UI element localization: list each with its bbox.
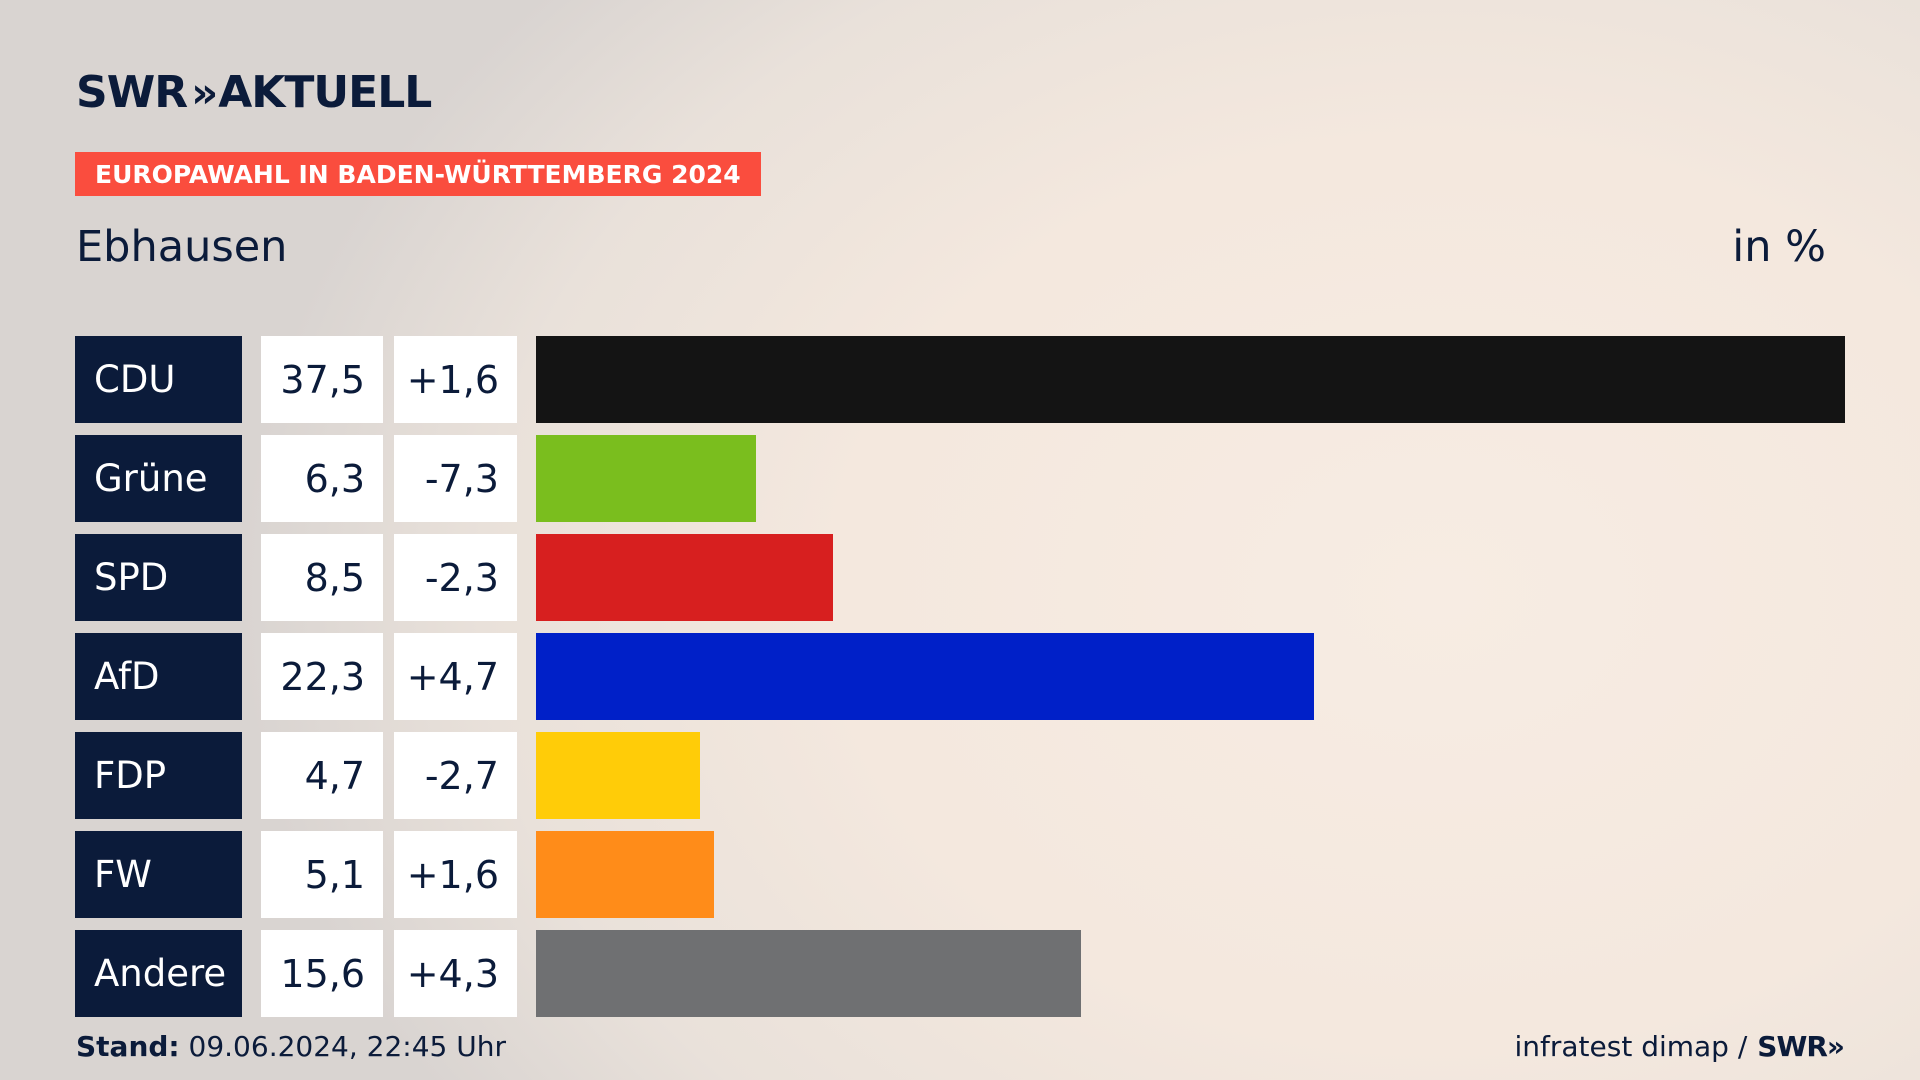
diff-label: -2,3 <box>394 534 517 621</box>
party-label: CDU <box>75 336 242 423</box>
stand-label: Stand: <box>76 1030 180 1063</box>
logo-aktuell: AKTUELL <box>218 66 432 118</box>
value-label: 6,3 <box>261 435 383 522</box>
bar-spd <box>536 534 833 621</box>
value-label: 4,7 <box>261 732 383 819</box>
value-label: 37,5 <box>261 336 383 423</box>
region-title: Ebhausen <box>76 222 288 272</box>
party-label: Andere <box>75 930 242 1017</box>
bar-grüne <box>536 435 756 522</box>
party-label: FW <box>75 831 242 918</box>
election-badge: EUROPAWAHL IN BADEN-WÜRTTEMBERG 2024 <box>75 152 761 196</box>
logo-swr: SWR <box>76 66 188 118</box>
source-text: infratest dimap / <box>1514 1030 1748 1063</box>
bar-andere <box>536 930 1081 1017</box>
value-label: 8,5 <box>261 534 383 621</box>
diff-label: -2,7 <box>394 732 517 819</box>
party-label: FDP <box>75 732 242 819</box>
swr-aktuell-logo: SWR » AKTUELL <box>76 66 432 118</box>
logo-chevrons-icon: » <box>191 67 218 117</box>
value-label: 5,1 <box>261 831 383 918</box>
diff-label: +4,3 <box>394 930 517 1017</box>
value-label: 22,3 <box>261 633 383 720</box>
footer-stand: Stand: 09.06.2024, 22:45 Uhr <box>76 1030 506 1063</box>
stand-value: 09.06.2024, 22:45 Uhr <box>188 1030 506 1063</box>
diff-label: +4,7 <box>394 633 517 720</box>
party-label: SPD <box>75 534 242 621</box>
diff-label: +1,6 <box>394 336 517 423</box>
value-label: 15,6 <box>261 930 383 1017</box>
diff-label: +1,6 <box>394 831 517 918</box>
source-swr-logo: SWR» <box>1757 1030 1845 1063</box>
party-label: AfD <box>75 633 242 720</box>
diff-label: -7,3 <box>394 435 517 522</box>
unit-label: in % <box>1732 222 1826 272</box>
footer-source: infratest dimap / SWR» <box>1514 1030 1845 1063</box>
bar-afd <box>536 633 1314 720</box>
party-label: Grüne <box>75 435 242 522</box>
bar-cdu <box>536 336 1845 423</box>
bar-fw <box>536 831 714 918</box>
bar-fdp <box>536 732 700 819</box>
